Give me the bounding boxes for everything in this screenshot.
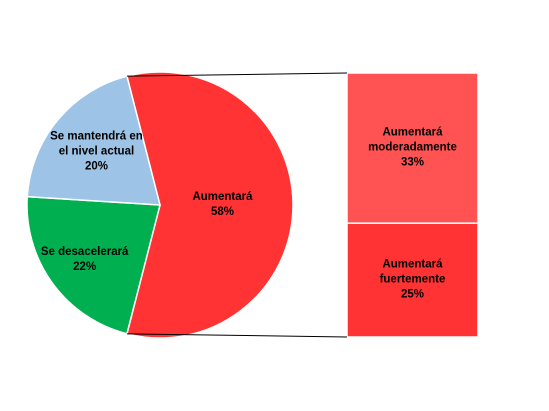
connector <box>126 333 348 338</box>
label-text: 25% <box>400 288 425 301</box>
label-text: 58% <box>210 206 235 218</box>
data-label: Aumentará 58% <box>168 190 278 220</box>
label-text: Aumentará <box>192 191 253 203</box>
data-label: Aumentará fuertemente 25% <box>358 258 468 303</box>
pie-slice <box>26 195 161 335</box>
data-label: Aumentará moderadamente 33% <box>358 126 468 171</box>
label-text: 33% <box>400 156 425 169</box>
bar-segment <box>346 222 479 338</box>
bar-segment <box>346 72 479 224</box>
label-text: Se desacelerará <box>40 245 129 258</box>
label-text: 20% <box>84 160 108 173</box>
pie-slice <box>26 75 161 206</box>
label-text: Aumentará fuertemente <box>379 258 446 286</box>
data-label: Se mantendrá en el nivel actual 20% <box>46 130 146 175</box>
connector <box>126 72 348 77</box>
label-text: Se mantendrá en el nivel actual <box>50 130 143 158</box>
pie-slice <box>126 71 294 339</box>
label-text: Aumentará moderadamente <box>368 126 457 154</box>
data-label: Se desacelerará 22% <box>30 245 140 275</box>
label-text: 22% <box>73 260 97 273</box>
